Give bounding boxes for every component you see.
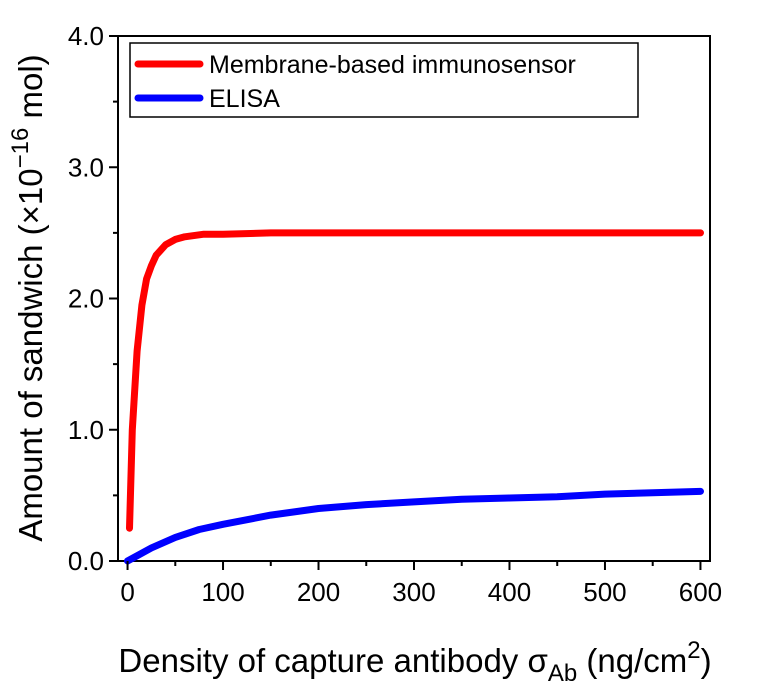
x-axis-title-main: Density of capture antibody σ: [118, 642, 547, 679]
series-line-elisa: [124, 487, 704, 565]
y-axis-title-unit: mol): [12, 54, 49, 127]
x-tick-label: 200: [297, 577, 340, 607]
legend-label-elisa: ELISA: [209, 85, 280, 113]
x-tick-label: 100: [201, 577, 244, 607]
x-tick-label: 0: [120, 577, 134, 607]
x-axis-title-subscript: Ab: [548, 660, 577, 686]
x-tick-label: 400: [488, 577, 531, 607]
x-tick-label: 600: [679, 577, 722, 607]
x-axis-title-superscript: 2: [687, 637, 700, 664]
y-tick-label: 3.0: [68, 152, 104, 182]
y-tick-label: 2.0: [68, 284, 104, 314]
y-tick-label: 0.0: [68, 546, 104, 576]
y-axis-title-main: Amount of sandwich (×10: [12, 168, 49, 541]
x-axis-title-unit-close: ): [701, 642, 712, 679]
axes-layer: 0 100 200 300 400 500 600 0.0 1.0 2.0 3.0 4.0: [68, 21, 722, 607]
x-tick-label: 500: [583, 577, 626, 607]
legend: Membrane-based immunosensor ELISA: [129, 42, 639, 118]
series-layer: [124, 229, 704, 565]
legend-label-membrane-based-immunosensor: Membrane-based immunosensor: [209, 51, 576, 79]
x-axis-title: Density of capture antibody σAb (ng/cm2): [118, 637, 711, 686]
legend-box: [129, 42, 639, 118]
x-axis-title-unit: (ng/cm: [577, 642, 687, 679]
x-tick-label: 300: [392, 577, 435, 607]
y-tick-label: 4.0: [68, 21, 104, 51]
series-line-membrane-based-immunosensor: [126, 229, 704, 532]
y-axis-title: Amount of sandwich (×10−16 mol): [7, 54, 49, 541]
y-tick-label: 1.0: [68, 415, 104, 445]
y-axis-title-superscript: −16: [7, 128, 34, 169]
